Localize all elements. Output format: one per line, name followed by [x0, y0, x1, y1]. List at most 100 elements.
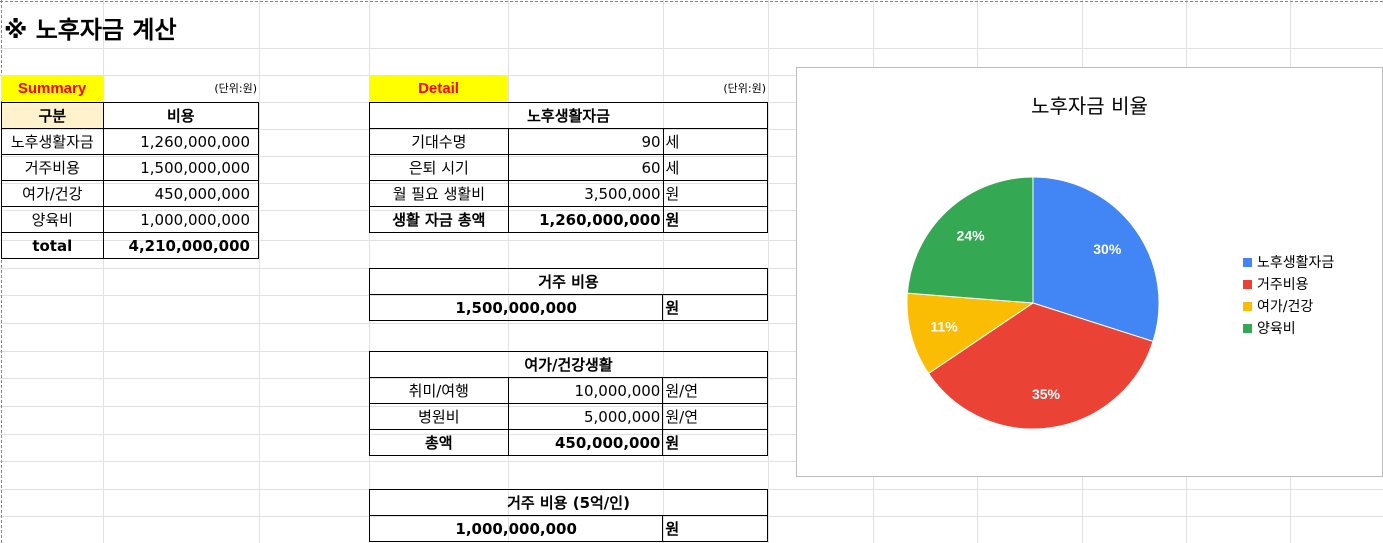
detail-total-value[interactable]: 450,000,000: [507, 429, 664, 456]
detail-total-label[interactable]: 총액: [369, 429, 509, 456]
detail-item-unit[interactable]: 원/연: [662, 403, 768, 430]
pie-slice[interactable]: [906, 176, 1034, 304]
summary-header-cost[interactable]: 비용: [102, 102, 260, 129]
table-row: 취미/여행 10,000,000 원/연: [369, 377, 768, 404]
summary-total-value[interactable]: 4,210,000,000: [102, 232, 260, 259]
legend-item[interactable]: 양육비: [1243, 317, 1334, 339]
housing-unit[interactable]: 원: [662, 294, 768, 321]
gridline: [0, 48, 1383, 49]
legend-swatch: [1243, 323, 1252, 333]
pie-data-label: 35%: [1032, 386, 1061, 402]
summary-cell-name[interactable]: 양육비: [1, 206, 104, 233]
summary-unit[interactable]: (단위:원): [214, 81, 257, 95]
summary-table: 구분 비용 노후생활자금 1,260,000,000 거주비용 1,500,00…: [1, 102, 260, 259]
detail-item-unit[interactable]: 원: [662, 180, 769, 207]
gridline: [768, 0, 769, 543]
living-header[interactable]: 노후생활자금: [369, 102, 768, 129]
legend-item[interactable]: 거주비용: [1243, 273, 1334, 295]
detail-item-unit[interactable]: 원/연: [662, 377, 768, 404]
summary-cell-name[interactable]: 거주비용: [1, 154, 104, 181]
table-row: 노후생활자금: [369, 102, 768, 129]
summary-cell-value[interactable]: 450,000,000: [102, 180, 260, 207]
summary-total-label[interactable]: total: [1, 232, 104, 259]
summary-cell-name[interactable]: 여가/건강: [1, 180, 104, 207]
pie-slice[interactable]: [906, 292, 1035, 375]
gridline: [0, 461, 1383, 462]
legend-swatch: [1243, 257, 1252, 267]
pie-data-label: 30%: [1093, 241, 1122, 257]
legend-item[interactable]: 여가/건강: [1243, 295, 1334, 317]
detail-total-unit[interactable]: 원: [662, 206, 769, 233]
table-row: total 4,210,000,000: [1, 232, 260, 259]
chart-title: 노후자금 비율: [1031, 94, 1148, 118]
table-row: 병원비 5,000,000 원/연: [369, 403, 768, 430]
pie-slice[interactable]: [1032, 176, 1160, 343]
legend-item[interactable]: 노후생활자금: [1243, 251, 1334, 273]
detail-item-name[interactable]: 기대수명: [369, 128, 509, 155]
summary-label[interactable]: Summary: [1, 75, 103, 101]
childcare-header[interactable]: 거주 비용 (5억/인): [369, 489, 768, 516]
table-row: 생활 자금 총액 1,260,000,000 원: [369, 206, 769, 233]
detail-label[interactable]: Detail: [369, 75, 508, 101]
legend-label: 노후생활자금: [1257, 255, 1335, 271]
pie-data-label: 24%: [957, 227, 986, 243]
housing-header[interactable]: 거주 비용: [369, 268, 768, 295]
summary-cell-value[interactable]: 1,260,000,000: [102, 128, 260, 155]
leisure-header[interactable]: 여가/건강생활: [369, 351, 768, 378]
detail-item-value[interactable]: 90: [507, 128, 664, 155]
pie-slice[interactable]: [927, 302, 1154, 430]
legend-label: 양육비: [1257, 321, 1296, 337]
gridline: [0, 75, 1383, 76]
detail-item-unit[interactable]: 세: [662, 154, 769, 181]
table-row: 구분 비용: [1, 102, 260, 129]
detail-item-name[interactable]: 병원비: [369, 403, 509, 430]
table-row: 거주 비용: [369, 268, 768, 295]
detail-item-name[interactable]: 은퇴 시기: [369, 154, 509, 181]
table-row: 거주 비용 (5억/인): [369, 489, 768, 516]
detail-item-value[interactable]: 3,500,000: [507, 180, 664, 207]
table-row: 양육비 1,000,000,000: [1, 206, 260, 233]
detail-item-name[interactable]: 월 필요 생활비: [369, 180, 509, 207]
summary-cell-value[interactable]: 1,500,000,000: [102, 154, 260, 181]
gridline: [259, 0, 260, 543]
detail-unit[interactable]: (단위:원): [723, 81, 766, 95]
pie-chart[interactable]: 노후자금 비율 30% 35% 11% 24% 노후생활자금 거주비용 여가/건강 양…: [796, 67, 1383, 477]
detail-item-value[interactable]: 5,000,000: [507, 403, 664, 430]
legend-label: 여가/건강: [1257, 299, 1314, 315]
legend-swatch: [1243, 301, 1252, 311]
detail-item-value[interactable]: 10,000,000: [507, 377, 664, 404]
legend-swatch: [1243, 279, 1252, 289]
chart-legend: 노후생활자금 거주비용 여가/건강 양육비: [1243, 251, 1334, 339]
table-row: 1,000,000,000 원: [368, 515, 768, 542]
page-title: ※ 노후자금 계산: [4, 16, 177, 44]
table-row: 여가/건강 450,000,000: [1, 180, 260, 207]
detail-total-value[interactable]: 1,260,000,000: [507, 206, 664, 233]
detail-item-value[interactable]: 60: [507, 154, 664, 181]
housing-value[interactable]: 1,500,000,000: [368, 294, 664, 321]
table-row: 총액 450,000,000 원: [369, 429, 768, 456]
leisure-cost-table: 여가/건강생활 취미/여행 10,000,000 원/연 병원비 5,000,0…: [369, 351, 768, 456]
table-row: 월 필요 생활비 3,500,000 원: [369, 180, 769, 207]
living-cost-table: 노후생활자금 기대수명 90 세 은퇴 시기 60 세 월 필요 생활비 3,5…: [369, 102, 769, 233]
pie-chart-canvas: 30% 35% 11% 24%: [906, 176, 1160, 430]
summary-cell-name[interactable]: 노후생활자금: [1, 128, 104, 155]
detail-total-unit[interactable]: 원: [662, 429, 768, 456]
page-break-line: [1, 0, 2, 543]
table-row: 노후생활자금 1,260,000,000: [1, 128, 260, 155]
detail-item-name[interactable]: 취미/여행: [369, 377, 509, 404]
pie-data-label: 11%: [930, 318, 958, 334]
gridline: [103, 0, 104, 543]
childcare-unit[interactable]: 원: [662, 515, 768, 542]
summary-cell-value[interactable]: 1,000,000,000: [102, 206, 260, 233]
gridline: [0, 323, 1383, 324]
detail-total-label[interactable]: 생활 자금 총액: [369, 206, 509, 233]
table-row: 1,500,000,000 원: [368, 294, 768, 321]
legend-label: 거주비용: [1257, 277, 1309, 293]
summary-header-category[interactable]: 구분: [1, 102, 104, 129]
page-break-line: [0, 1, 1383, 2]
childcare-value[interactable]: 1,000,000,000: [368, 515, 664, 542]
table-row: 여가/건강생활: [369, 351, 768, 378]
detail-item-unit[interactable]: 세: [662, 128, 769, 155]
childcare-cost-table: 거주 비용 (5억/인) 1,000,000,000 원: [368, 489, 768, 542]
table-row: 거주비용 1,500,000,000: [1, 154, 260, 181]
